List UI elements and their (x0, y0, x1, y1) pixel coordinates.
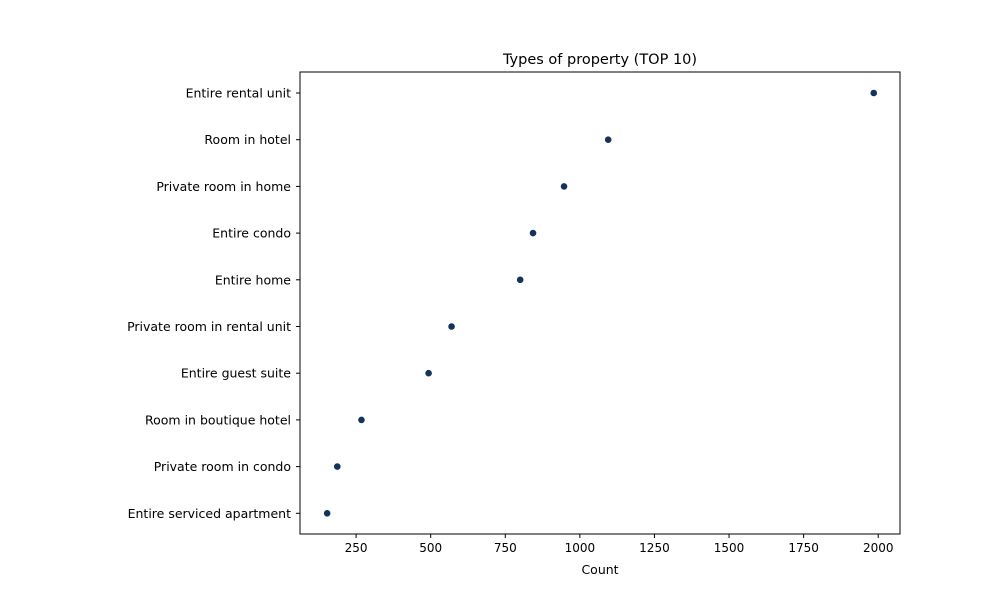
data-point (323, 509, 332, 518)
y-tick-label: Entire home (215, 272, 291, 287)
data-point (516, 275, 525, 284)
y-tick-label: Room in boutique hotel (145, 412, 291, 427)
data-point (529, 229, 537, 237)
y-tick-label: Private room in home (156, 179, 291, 194)
y-tick-label: Entire serviced apartment (128, 506, 291, 521)
x-tick-label: 1250 (639, 541, 670, 555)
data-point (447, 322, 456, 331)
y-tick-label: Entire condo (212, 226, 291, 241)
data-point (357, 415, 366, 424)
x-tick-label: 750 (494, 541, 517, 555)
x-axis-label: Count (581, 562, 618, 577)
plot-frame (299, 71, 901, 535)
data-point (424, 369, 433, 378)
y-tick-label: Private room in rental unit (127, 319, 291, 334)
x-tick-label: 1750 (788, 541, 819, 555)
x-tick-label: 250 (345, 541, 368, 555)
chart-title: Types of property (TOP 10) (502, 52, 697, 68)
y-tick-label: Room in hotel (204, 132, 291, 147)
data-point (604, 135, 613, 144)
plot-area: 250 500 750 1000 1250 1500 1750 2000 Entire rent… (127, 86, 893, 556)
y-tick-label: Entire rental unit (186, 86, 292, 101)
data-point (560, 182, 568, 191)
x-tick-label: 1000 (565, 541, 596, 555)
x-tick-label: 500 (419, 541, 442, 555)
y-tick-label: Private room in condo (154, 459, 291, 474)
x-tick-label: 1500 (714, 541, 745, 555)
x-tick-label: 2000 (863, 541, 894, 555)
data-point (333, 462, 342, 471)
data-point (869, 89, 878, 97)
y-tick-label: Entire guest suite (181, 366, 291, 381)
